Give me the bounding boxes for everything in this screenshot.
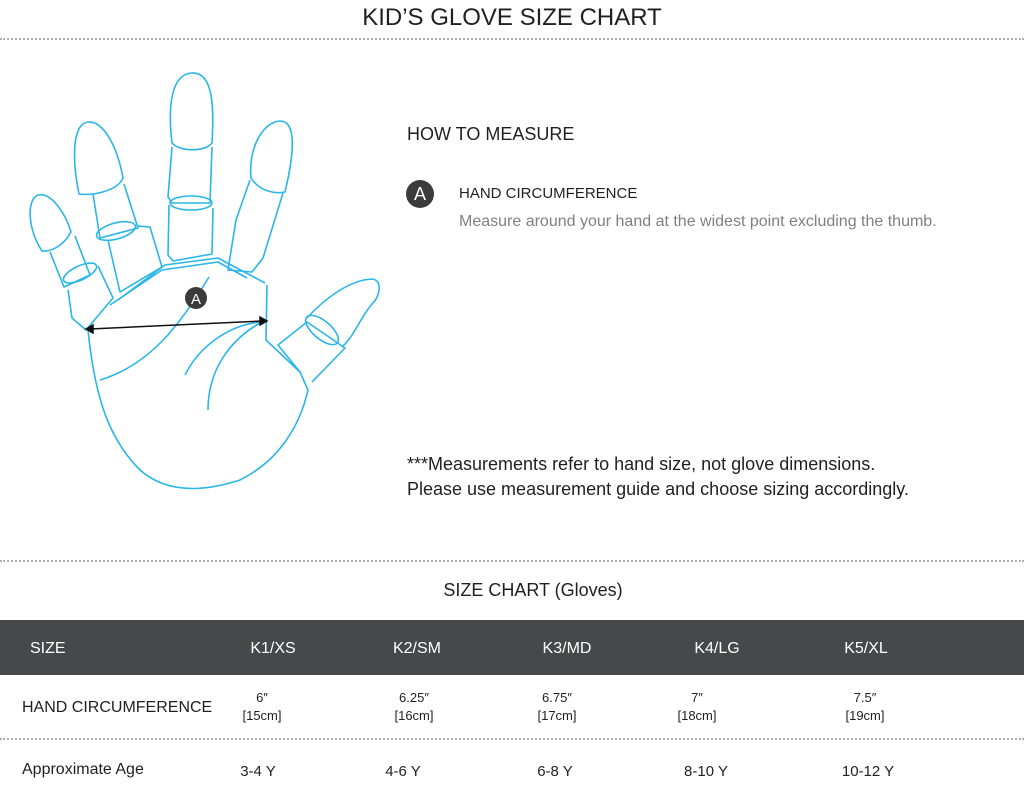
how-to-measure-heading: HOW TO MEASURE xyxy=(407,124,575,144)
measurement-arrow xyxy=(84,315,269,335)
ring-finger-tip xyxy=(73,121,124,196)
hand-circumference-label: HAND CIRCUMFERENCE xyxy=(459,185,638,202)
age-cell: 3-4 Y xyxy=(240,763,276,780)
age-cell: 4-6 Y xyxy=(385,763,421,780)
cell-cm: [18cm] xyxy=(677,708,717,723)
index-finger-tip xyxy=(249,120,294,194)
ring-finger-base xyxy=(107,225,163,293)
header-size: K3/MD xyxy=(542,640,592,657)
cell-inches: 6.75″ xyxy=(542,690,572,705)
note-line-1: ***Measurements refer to hand size, not … xyxy=(407,454,876,474)
palm-top xyxy=(117,257,266,301)
middle-finger-tip xyxy=(169,72,214,151)
cell-cm: [17cm] xyxy=(537,708,577,723)
table-cell: 7″ [18cm] xyxy=(657,689,737,725)
cell-inches: 6.25″ xyxy=(399,690,429,705)
cell-inches: 7″ xyxy=(691,690,703,705)
divider xyxy=(0,38,1024,40)
table-cell: 6″ [15cm] xyxy=(222,689,302,725)
middle-finger-base xyxy=(167,204,214,262)
row-label-hand-circumference: HAND CIRCUMFERENCE xyxy=(22,699,213,716)
table-cell: 7.5″ [19cm] xyxy=(825,689,905,725)
pinky-tip xyxy=(29,194,72,252)
marker-a-text: A xyxy=(191,291,201,308)
size-table-header xyxy=(0,620,1024,675)
cell-inches: 6″ xyxy=(256,690,268,705)
age-cell: 8-10 Y xyxy=(684,763,728,780)
hand-circumference-description: Measure around your hand at the widest p… xyxy=(459,213,937,230)
size-chart-title: SIZE CHART (Gloves) xyxy=(443,580,623,600)
page-title: KID’S GLOVE SIZE CHART xyxy=(362,4,662,31)
table-cell: 6.25″ [16cm] xyxy=(374,689,454,725)
marker-a-badge xyxy=(185,287,207,309)
header-size: K5/XL xyxy=(844,640,888,657)
palm-outline xyxy=(87,284,309,490)
ring-finger-segment xyxy=(92,183,139,239)
thumb-outline xyxy=(277,321,346,383)
header-size: K2/SM xyxy=(392,640,441,657)
cell-cm: [19cm] xyxy=(845,708,885,723)
marker-a-badge: A xyxy=(406,180,434,208)
hand-illustration: A xyxy=(29,72,380,490)
middle-finger-segment xyxy=(167,146,213,204)
cell-cm: [15cm] xyxy=(242,708,282,723)
divider xyxy=(0,560,1024,562)
row-label-approximate-age: Approximate Age xyxy=(22,761,144,778)
header-size-label: SIZE xyxy=(30,640,66,657)
header-size: K1/XS xyxy=(250,640,296,657)
row-divider xyxy=(0,738,1024,740)
header-size: K4/LG xyxy=(694,640,740,657)
palm-top-inner xyxy=(109,261,248,306)
note-line-2: Please use measurement guide and choose … xyxy=(407,479,909,499)
age-cell: 10-12 Y xyxy=(841,763,895,780)
cell-cm: [16cm] xyxy=(394,708,434,723)
index-finger-segment xyxy=(227,179,284,273)
thumb-tip xyxy=(306,278,380,348)
cell-inches: 7.5″ xyxy=(853,690,877,705)
table-cell: 6.75″ [17cm] xyxy=(517,689,597,725)
age-cell: 6-8 Y xyxy=(537,763,573,780)
pinky-base xyxy=(67,265,114,331)
